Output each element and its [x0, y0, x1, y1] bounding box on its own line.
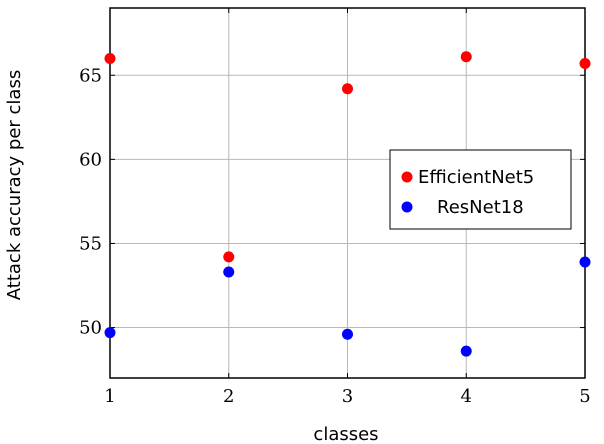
data-point-resnet18-4 — [460, 345, 472, 357]
data-points — [104, 51, 591, 357]
x-tick-label: 3 — [342, 386, 353, 407]
x-tick-label: 5 — [579, 386, 590, 407]
data-point-efficientnet5-3 — [342, 83, 353, 95]
legend-box — [389, 149, 572, 230]
data-point-resnet18-3 — [342, 328, 353, 340]
x-axis-title: classes — [313, 424, 378, 444]
legend-label-resnet18: ResNet18 — [437, 197, 524, 218]
legend-marker-efficientnet5 — [401, 171, 413, 183]
x-tick-label: 2 — [223, 386, 234, 407]
y-tick-label: 55 — [79, 233, 102, 254]
y-tick-label: 50 — [79, 318, 102, 339]
data-point-resnet18-2 — [223, 266, 235, 278]
y-tick-label: 65 — [79, 65, 102, 86]
legend: EfficientNet5 ResNet18 — [389, 149, 572, 230]
x-tick-label: 1 — [104, 386, 115, 407]
data-point-resnet18-1 — [104, 327, 116, 339]
legend-marker-resnet18 — [401, 201, 413, 213]
y-axis-title: Attack accuracy per class — [4, 70, 25, 300]
data-point-resnet18-5 — [579, 256, 591, 268]
data-point-efficientnet5-5 — [579, 58, 591, 69]
data-point-efficientnet5-4 — [460, 51, 472, 63]
y-tick-label: 60 — [79, 149, 102, 170]
data-point-efficientnet5-2 — [223, 251, 235, 263]
legend-label-efficientnet5: EfficientNet5 — [418, 167, 534, 188]
data-point-efficientnet5-1 — [104, 52, 116, 64]
x-tick-label: 4 — [461, 386, 472, 407]
